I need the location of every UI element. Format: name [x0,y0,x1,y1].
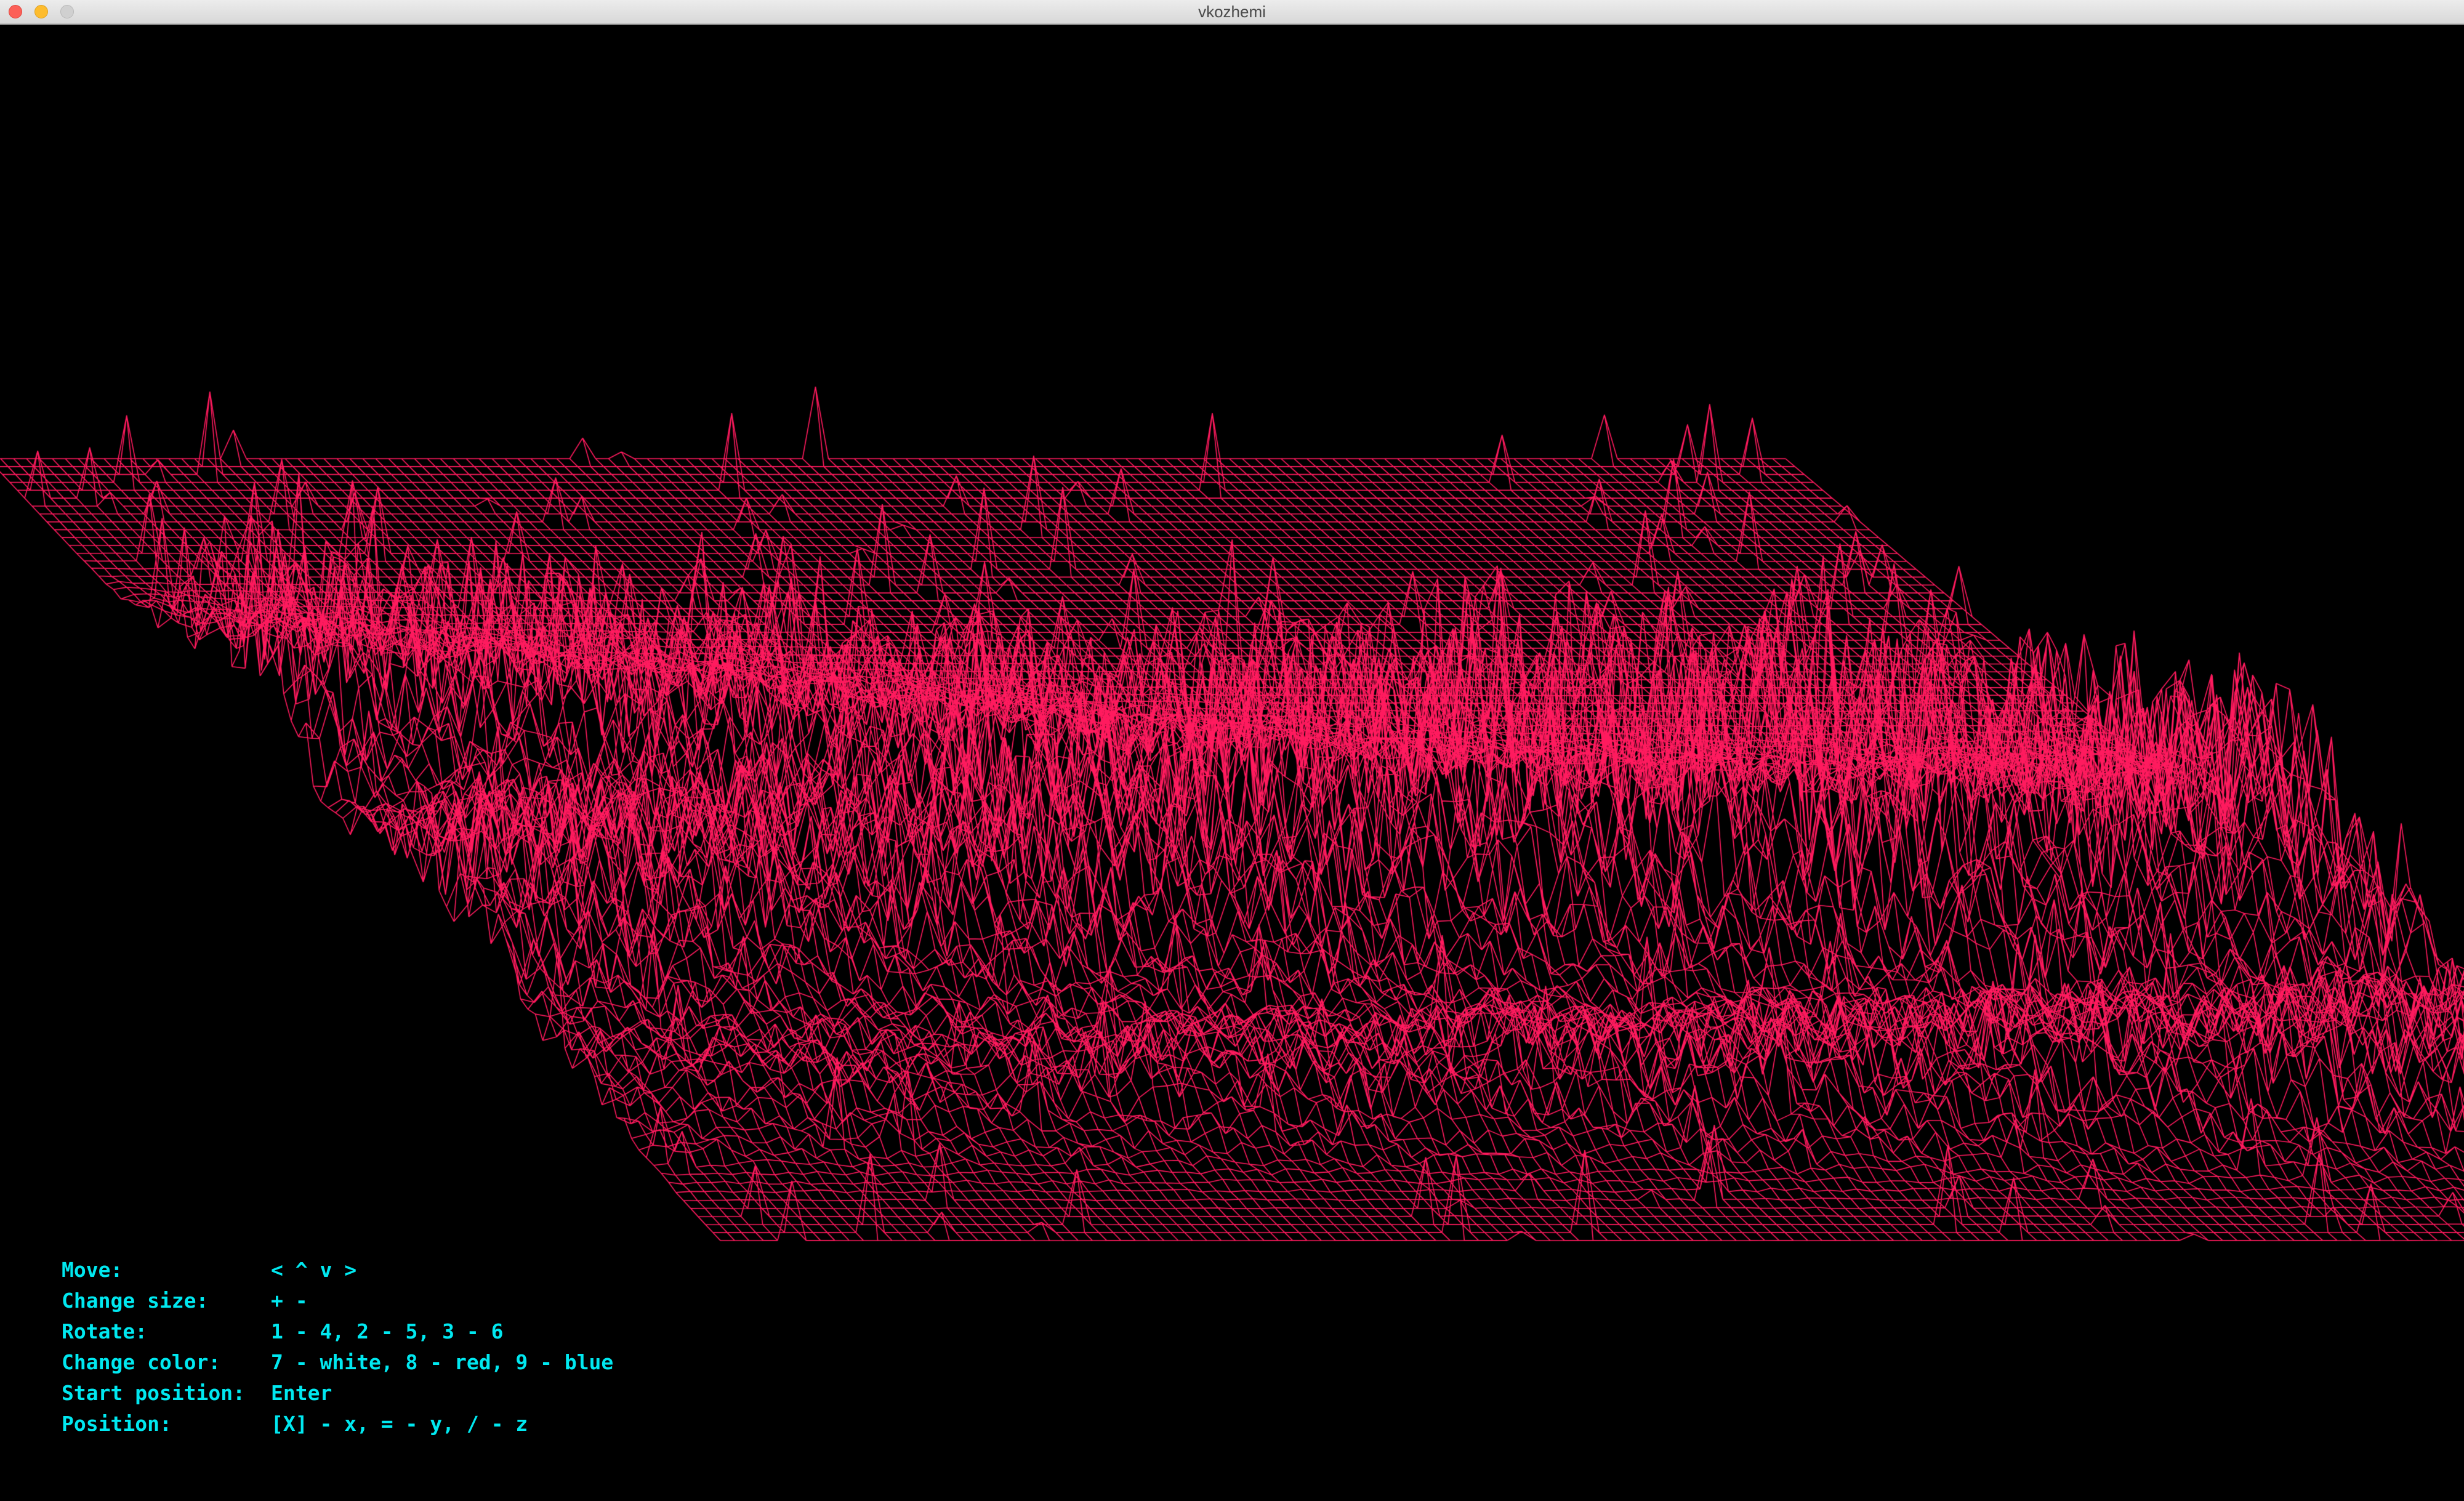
help-value-change-size: + - [271,1289,308,1313]
help-row-rotate: Rotate: 1 - 4, 2 - 5, 3 - 6 [62,1316,613,1347]
help-value-rotate: 1 - 4, 2 - 5, 3 - 6 [271,1319,504,1343]
help-value-move: < ^ v > [271,1258,357,1282]
help-row-position: Position: [X] - x, = - y, / - z [62,1409,613,1439]
help-key-position: Position: [62,1412,172,1436]
controls-help-panel: Move: < ^ v > Change size: + - Rotate: 1… [62,1255,613,1439]
help-key-change-color: Change color: [62,1350,221,1374]
zoom-window-button[interactable] [60,5,74,18]
help-row-change-size: Change size: + - [62,1286,613,1316]
close-window-button[interactable] [9,5,22,18]
help-key-rotate: Rotate: [62,1319,148,1343]
help-value-change-color: 7 - white, 8 - red, 9 - blue [271,1350,614,1374]
help-row-change-color: Change color: 7 - white, 8 - red, 9 - bl… [62,1347,613,1378]
help-key-change-size: Change size: [62,1289,209,1313]
title-bar[interactable]: vkozhemi [0,0,2464,25]
help-key-move: Move: [62,1258,123,1282]
help-key-start-position: Start position: [62,1381,246,1405]
help-row-start-position: Start position: Enter [62,1378,613,1409]
render-viewport[interactable] [0,25,2464,1501]
wireframe-terrain-map [0,25,2464,1501]
help-row-move: Move: < ^ v > [62,1255,613,1286]
minimize-window-button[interactable] [34,5,48,18]
window-title: vkozhemi [1198,2,1266,21]
help-value-position: [X] - x, = - y, / - z [271,1412,528,1436]
help-value-start-position: Enter [271,1381,332,1405]
